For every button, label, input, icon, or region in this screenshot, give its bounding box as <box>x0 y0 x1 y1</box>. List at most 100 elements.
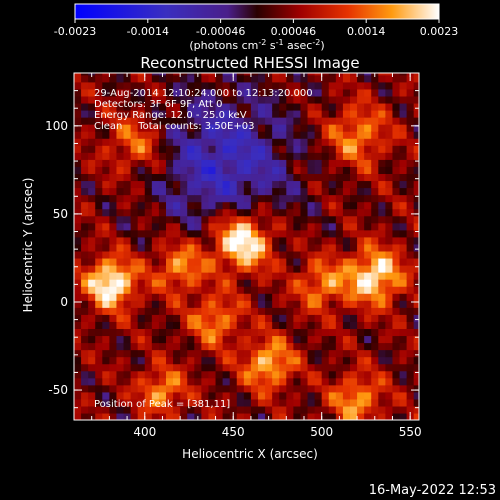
heatmap-cell <box>243 412 252 420</box>
heatmap-cell <box>293 398 302 407</box>
heatmap-cell <box>123 222 132 231</box>
heatmap-cell <box>335 95 344 104</box>
heatmap-cell <box>95 293 103 301</box>
heatmap-cell <box>258 131 266 139</box>
heatmap-cell <box>102 391 110 400</box>
heatmap-cell <box>95 95 103 104</box>
heatmap-cell <box>265 356 273 365</box>
heatmap-cell <box>180 349 188 358</box>
heatmap-cell <box>250 208 259 217</box>
heatmap-cell <box>74 370 82 379</box>
heatmap-cell <box>286 370 294 379</box>
heatmap-cell <box>88 102 96 111</box>
heatmap-cell <box>208 412 217 420</box>
heatmap-cell <box>357 124 365 132</box>
heatmap-cell <box>286 73 294 76</box>
heatmap-cell <box>102 335 110 344</box>
heatmap-cell <box>236 152 245 160</box>
heatmap-cell <box>116 335 125 344</box>
heatmap-cell <box>123 370 132 379</box>
heatmap-cell <box>215 398 224 407</box>
heatmap-cell <box>286 229 294 238</box>
heatmap-cell <box>286 398 294 407</box>
heatmap-cell <box>364 180 372 189</box>
heatmap-cell <box>385 159 394 167</box>
heatmap-cell <box>144 95 153 104</box>
heatmap-cell <box>286 109 294 118</box>
heatmap-cell <box>74 131 82 139</box>
heatmap-cell <box>279 81 287 90</box>
heatmap-cell <box>158 250 167 259</box>
heatmap-cell <box>385 145 394 153</box>
heatmap-cell <box>371 300 379 308</box>
heatmap-cell <box>137 363 146 372</box>
heatmap-cell <box>392 208 401 217</box>
heatmap-cell <box>116 342 125 351</box>
heatmap-cell <box>180 187 188 196</box>
heatmap-cell <box>102 124 110 132</box>
heatmap-cell <box>321 307 330 315</box>
heatmap-cell <box>116 109 125 118</box>
heatmap-cell <box>173 349 181 358</box>
heatmap-cell <box>187 215 195 224</box>
heatmap-cell <box>328 300 337 308</box>
heatmap-cell <box>300 173 309 182</box>
heatmap-cell <box>335 398 344 407</box>
heatmap-cell <box>321 194 330 203</box>
heatmap-cell <box>130 384 139 393</box>
heatmap-cell <box>236 293 245 301</box>
heatmap-cell <box>286 405 294 414</box>
heatmap-cell <box>158 272 167 280</box>
heatmap-cell <box>243 272 252 280</box>
heatmap-cell <box>81 321 89 330</box>
heatmap-cell <box>399 138 408 146</box>
heatmap-cell <box>102 307 110 315</box>
heatmap-cell <box>102 159 110 167</box>
heatmap-cell <box>144 328 153 337</box>
heatmap-cell <box>279 109 287 118</box>
heatmap-cell <box>321 145 330 153</box>
heatmap-cell <box>250 293 259 301</box>
heatmap-cell <box>222 131 231 139</box>
heatmap-cell <box>364 321 372 330</box>
heatmap-cell <box>364 279 372 287</box>
heatmap-cell <box>137 307 146 315</box>
heatmap-cell <box>364 222 372 231</box>
heatmap-cell <box>208 286 217 294</box>
heatmap-cell <box>88 117 96 125</box>
heatmap-cell <box>335 138 344 146</box>
heatmap-cell <box>243 363 252 372</box>
heatmap-cell <box>158 95 167 104</box>
heatmap-cell <box>215 349 224 358</box>
heatmap-cell <box>88 138 96 146</box>
heatmap-cell <box>357 286 365 294</box>
heatmap-cell <box>364 88 372 97</box>
heatmap-cell <box>187 412 195 420</box>
heatmap-cell <box>307 342 316 351</box>
heatmap-cell <box>293 159 302 167</box>
heatmap-cell <box>151 74 160 83</box>
heatmap-cell <box>109 321 118 330</box>
heatmap-cell <box>385 81 394 90</box>
heatmap-cell <box>81 250 89 259</box>
heatmap-cell <box>243 74 252 83</box>
heatmap-cell <box>116 300 125 308</box>
heatmap-cell <box>250 194 259 203</box>
heatmap-cell <box>229 124 238 132</box>
heatmap-cell <box>166 173 174 182</box>
heatmap-cell <box>81 264 89 273</box>
heatmap-cell <box>201 152 210 160</box>
heatmap-cell <box>187 145 195 153</box>
heatmap-cell <box>236 307 245 315</box>
heatmap-cell <box>250 335 259 344</box>
heatmap-cell <box>236 229 245 238</box>
heatmap-cell <box>392 152 401 160</box>
heatmap-cell <box>81 166 89 175</box>
heatmap-cell <box>265 243 273 252</box>
heatmap-cell <box>272 293 280 301</box>
heatmap-cell <box>392 74 401 83</box>
heatmap-cell <box>286 138 294 146</box>
heatmap-cell <box>293 166 302 175</box>
heatmap-cell <box>187 279 195 287</box>
